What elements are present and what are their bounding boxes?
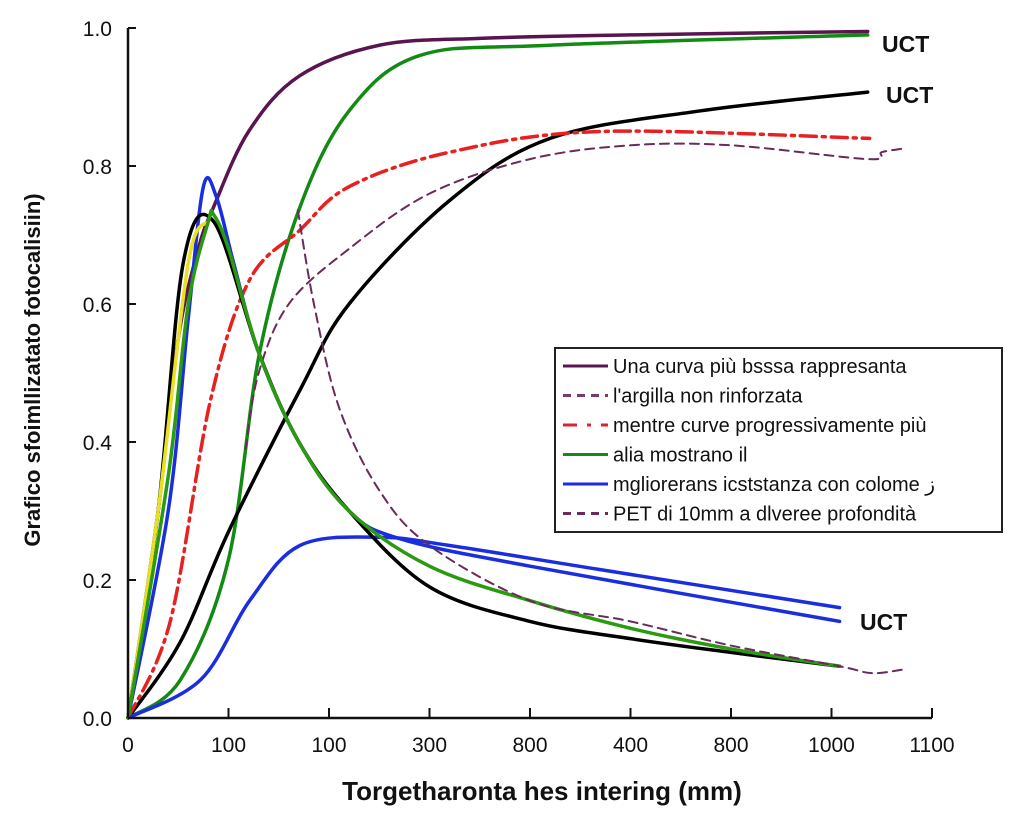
x-tick-label: 100 (211, 734, 246, 757)
x-tick-label: 300 (412, 734, 447, 757)
ticks: 0 100 100 300 800 400 800 1000 1100 0.0 0.2 0.4 0.6 0… (83, 18, 955, 757)
x-tick-label: 800 (512, 734, 547, 757)
legend-label: l'argilla non rinforzata (613, 386, 803, 408)
legend-label: mgliorerans icststanza con colome ز (613, 474, 935, 496)
end-label-middle: UCT (886, 82, 933, 108)
legend-label: mentre curve progressivamente più (613, 415, 926, 437)
x-axis-title: Torgetharonta hes intering (mm) (342, 776, 742, 806)
series-black-rise (126, 90, 870, 720)
series-red-dashdot (126, 129, 872, 720)
y-tick-label: 0.2 (83, 570, 112, 593)
y-tick-label: 0.6 (83, 294, 112, 317)
series-layer (126, 29, 903, 720)
end-label-bottom: UCT (860, 609, 907, 635)
x-tick-label: 400 (613, 734, 648, 757)
y-tick-label: 0.0 (83, 708, 112, 731)
end-label-top: UCT (882, 31, 929, 57)
series-purple-dashed-rise (244, 142, 903, 450)
y-tick-label: 0.4 (83, 432, 113, 455)
series-blue-low (126, 535, 842, 720)
x-tick-label: 1100 (909, 734, 954, 757)
legend-label: alia mostrano il (613, 445, 748, 467)
x-tick-label: 1000 (808, 734, 855, 757)
legend-items: Una curva più bsssa rappresanta l'argilla… (563, 356, 935, 526)
legend-label: Una curva più bsssa rappresanta (613, 356, 907, 378)
y-axis-title: Grafico sfoimllizatato fotocalisiin) (20, 193, 45, 546)
y-tick-label: 0.8 (83, 156, 112, 179)
series-green-rise (126, 33, 870, 720)
legend-box (554, 347, 1003, 533)
x-tick-label: 800 (713, 734, 748, 757)
legend: Una curva più bsssa rappresanta l'argilla… (554, 347, 1003, 533)
x-tick-label: 100 (311, 734, 346, 757)
x-tick-label: 0 (122, 734, 134, 757)
y-tick-label: 1.0 (83, 18, 112, 41)
legend-label: PET di 10mm a dlveree profondità (613, 504, 917, 526)
series-green-peak (126, 208, 842, 720)
series-purple-dashed-decline (296, 209, 903, 675)
